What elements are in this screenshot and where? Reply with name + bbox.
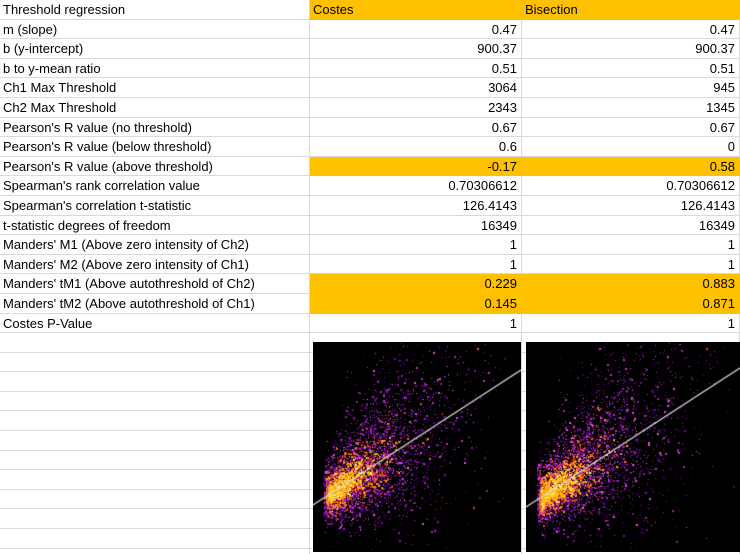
- row-label-cell[interactable]: t-statistic degrees of freedom: [0, 215, 310, 236]
- bisection-value-cell[interactable]: 126.4143: [522, 195, 740, 216]
- row-label-cell[interactable]: Ch1 Max Threshold: [0, 78, 310, 98]
- bisection-value-cell[interactable]: 0.70306612: [522, 176, 740, 196]
- row-label-cell[interactable]: b (y-intercept): [0, 39, 310, 59]
- costes-value-cell[interactable]: 1: [310, 235, 522, 255]
- bisection-value-cell[interactable]: 945: [522, 78, 740, 98]
- row-label-cell[interactable]: Manders' M1 (Above zero intensity of Ch2…: [0, 235, 310, 255]
- costes-value-cell[interactable]: 0.47: [310, 19, 522, 40]
- row-label-cell[interactable]: b to y-mean ratio: [0, 58, 310, 79]
- bisection-value-cell[interactable]: 1: [522, 235, 740, 255]
- header-bisection-cell[interactable]: Bisection: [522, 0, 740, 20]
- row-label-cell[interactable]: Manders' tM1 (Above autothreshold of Ch2…: [0, 274, 310, 294]
- row-label-cell[interactable]: Pearson's R value (no threshold): [0, 117, 310, 138]
- header-costes-cell[interactable]: Costes: [310, 0, 522, 20]
- costes-value-cell[interactable]: 3064: [310, 78, 522, 98]
- bisection-value-cell[interactable]: 0.47: [522, 19, 740, 40]
- empty-cell[interactable]: [0, 411, 310, 432]
- empty-cell[interactable]: [0, 489, 310, 510]
- costes-scatterplot-image[interactable]: [313, 342, 521, 552]
- costes-value-cell[interactable]: 0.6: [310, 137, 522, 157]
- costes-value-cell[interactable]: -0.17: [310, 156, 522, 177]
- costes-value-cell[interactable]: 1: [310, 254, 522, 275]
- empty-cell[interactable]: [0, 529, 310, 549]
- row-label-cell[interactable]: Manders' tM2 (Above autothreshold of Ch1…: [0, 293, 310, 314]
- row-label-cell[interactable]: Spearman's correlation t-statistic: [0, 195, 310, 216]
- bisection-value-cell[interactable]: 1: [522, 313, 740, 334]
- bisection-value-cell[interactable]: 16349: [522, 215, 740, 236]
- bisection-value-cell[interactable]: 0.883: [522, 274, 740, 294]
- empty-cell[interactable]: [0, 509, 310, 530]
- row-label-cell[interactable]: Manders' M2 (Above zero intensity of Ch1…: [0, 254, 310, 275]
- costes-value-cell[interactable]: 0.70306612: [310, 176, 522, 196]
- header-label-cell[interactable]: Threshold regression: [0, 0, 310, 20]
- row-label-cell[interactable]: Costes P-Value: [0, 313, 310, 334]
- empty-cell[interactable]: [0, 548, 310, 554]
- costes-value-cell[interactable]: 16349: [310, 215, 522, 236]
- bisection-scatterplot-image[interactable]: [526, 342, 740, 552]
- costes-value-cell[interactable]: 0.67: [310, 117, 522, 138]
- empty-cell[interactable]: [0, 431, 310, 451]
- row-label-cell[interactable]: Pearson's R value (above threshold): [0, 156, 310, 177]
- bisection-value-cell[interactable]: 0.51: [522, 58, 740, 79]
- costes-value-cell[interactable]: 2343: [310, 97, 522, 118]
- empty-cell[interactable]: [0, 333, 310, 353]
- bisection-value-cell[interactable]: 0.871: [522, 293, 740, 314]
- bisection-value-cell[interactable]: 0: [522, 137, 740, 157]
- empty-cell[interactable]: [0, 470, 310, 490]
- bisection-value-cell[interactable]: 0.58: [522, 156, 740, 177]
- empty-cell[interactable]: [0, 352, 310, 373]
- costes-value-cell[interactable]: 1: [310, 313, 522, 334]
- row-label-cell[interactable]: Spearman's rank correlation value: [0, 176, 310, 196]
- costes-value-cell[interactable]: 0.229: [310, 274, 522, 294]
- costes-value-cell[interactable]: 0.51: [310, 58, 522, 79]
- bisection-value-cell[interactable]: 1345: [522, 97, 740, 118]
- row-label-cell[interactable]: Ch2 Max Threshold: [0, 97, 310, 118]
- costes-value-cell[interactable]: 900.37: [310, 39, 522, 59]
- bisection-value-cell[interactable]: 0.67: [522, 117, 740, 138]
- bisection-value-cell[interactable]: 900.37: [522, 39, 740, 59]
- costes-value-cell[interactable]: 126.4143: [310, 195, 522, 216]
- costes-value-cell[interactable]: 0.145: [310, 293, 522, 314]
- empty-cell[interactable]: [0, 372, 310, 392]
- row-label-cell[interactable]: m (slope): [0, 19, 310, 40]
- empty-cell[interactable]: [0, 450, 310, 471]
- row-label-cell[interactable]: Pearson's R value (below threshold): [0, 137, 310, 157]
- bisection-value-cell[interactable]: 1: [522, 254, 740, 275]
- empty-cell[interactable]: [0, 391, 310, 412]
